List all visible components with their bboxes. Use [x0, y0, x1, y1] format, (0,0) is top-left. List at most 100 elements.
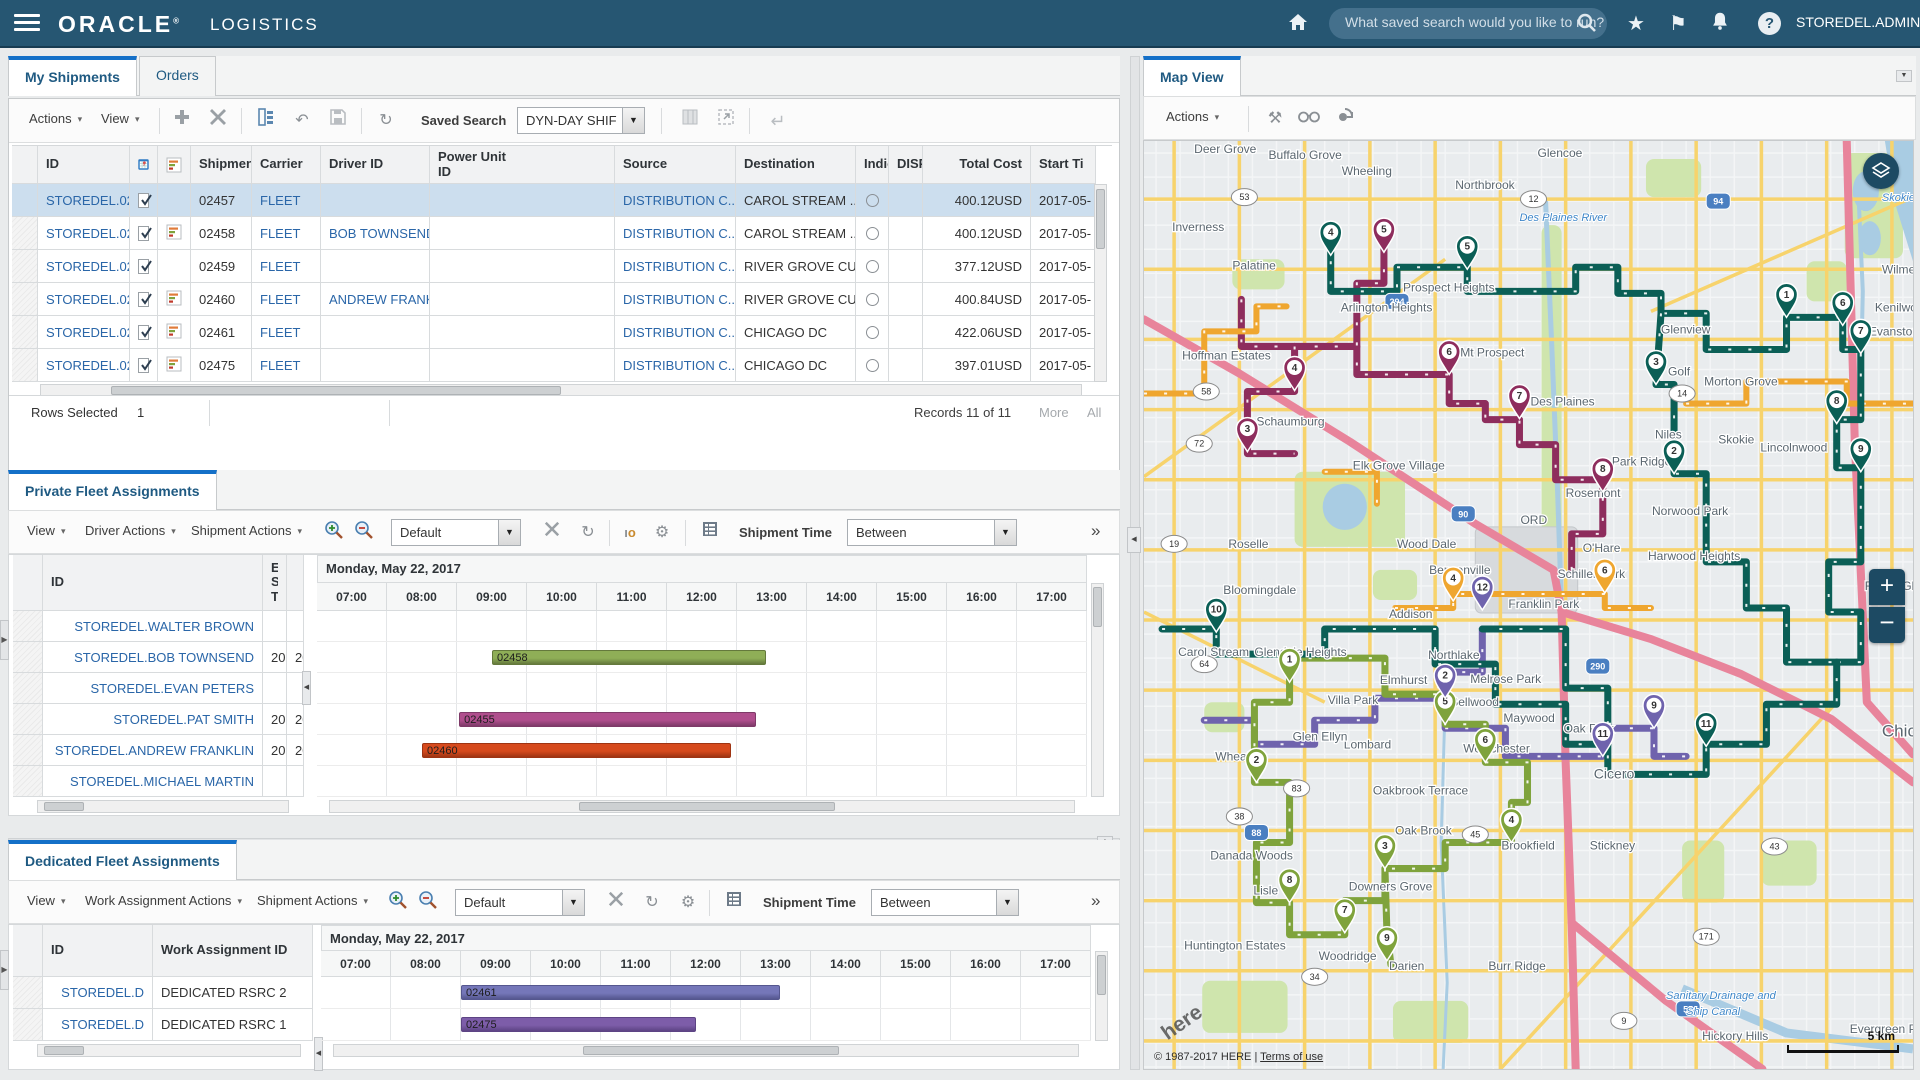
- map-checkbox[interactable]: [138, 258, 152, 274]
- delete-icon[interactable]: [205, 108, 231, 134]
- shipment-id-link[interactable]: STOREDEL.02...: [46, 324, 129, 340]
- map-actions-menu-button[interactable]: Actions: [1166, 109, 1219, 124]
- collapse-down-icon[interactable]: ▼: [1896, 70, 1912, 82]
- work-assignment-actions-menu-button[interactable]: Work Assignment Actions: [85, 893, 242, 908]
- driver-info-icon[interactable]: ıο: [624, 525, 636, 540]
- settings-gear-icon[interactable]: ⚙: [680, 894, 696, 911]
- scrollbar-thumb[interactable]: [44, 802, 84, 811]
- vertical-splitter[interactable]: ◀: [1127, 56, 1141, 1070]
- gantt-bar[interactable]: 02461: [461, 985, 780, 1000]
- indicator-icon[interactable]: [865, 292, 879, 306]
- map-stop-pin[interactable]: 8: [1590, 457, 1615, 494]
- resource-id-link[interactable]: STOREDEL.D: [61, 985, 144, 1000]
- shipment-id-link[interactable]: STOREDEL.02...: [46, 192, 129, 208]
- map-stop-pin[interactable]: 6: [1473, 727, 1498, 764]
- column-header[interactable]: ID: [38, 146, 130, 184]
- column-header[interactable]: Total Cost: [923, 146, 1031, 184]
- clear-icon[interactable]: [539, 520, 565, 546]
- gantt-view-icon[interactable]: [253, 108, 279, 134]
- map-checkbox[interactable]: [138, 324, 152, 340]
- table-cell-gutter[interactable]: [12, 316, 38, 349]
- tab-my-shipments[interactable]: My Shipments: [8, 56, 137, 96]
- resource-id-link[interactable]: STOREDEL.D: [61, 1017, 144, 1032]
- map-stop-pin[interactable]: 3: [1235, 416, 1260, 454]
- menu-icon[interactable]: [14, 14, 40, 34]
- column-header[interactable]: DISP: [889, 146, 923, 184]
- gantt-bar[interactable]: 02455: [459, 712, 756, 727]
- zoom-out-icon[interactable]: [351, 520, 377, 546]
- map-checkbox[interactable]: [138, 225, 152, 241]
- driver-actions-menu-button[interactable]: Driver Actions: [85, 523, 176, 538]
- notifications-bell-icon[interactable]: [1706, 10, 1734, 38]
- tab-orders[interactable]: Orders: [139, 56, 216, 96]
- gantt-bar[interactable]: 02458: [492, 650, 767, 665]
- save-icon[interactable]: [325, 108, 351, 134]
- shipment-id-link[interactable]: STOREDEL.02...: [46, 225, 129, 241]
- source-link[interactable]: DISTRIBUTION C...: [623, 357, 736, 373]
- map-layers-button[interactable]: [1863, 153, 1899, 189]
- scrollbar-thumb[interactable]: [111, 386, 561, 395]
- map-stop-pin[interactable]: 9: [1849, 436, 1873, 474]
- resource-id-link[interactable]: STOREDEL.ANDREW FRANKLIN: [54, 742, 254, 758]
- resource-id-link[interactable]: STOREDEL.PAT SMITH: [113, 711, 254, 727]
- scrollbar-thumb[interactable]: [1093, 587, 1102, 627]
- map-stop-pin[interactable]: 5: [1372, 217, 1396, 254]
- gantt-preset-select[interactable]: Default ▼: [391, 519, 521, 546]
- shipment-id-link[interactable]: STOREDEL.02...: [46, 258, 129, 274]
- map-stop-pin[interactable]: 7: [1332, 897, 1357, 935]
- horizontal-scrollbar[interactable]: [37, 800, 289, 813]
- shipment-chart-icon[interactable]: [166, 356, 182, 375]
- map-stop-pin[interactable]: 8: [1824, 388, 1849, 426]
- search-input[interactable]: What saved search would you like to run?: [1329, 8, 1607, 39]
- map-stop-pin[interactable]: 2: [1662, 438, 1686, 476]
- column-header[interactable]: Destination: [736, 146, 856, 184]
- add-icon[interactable]: [169, 108, 195, 134]
- collapse-left-icon[interactable]: ◀: [1127, 527, 1141, 553]
- table-view-icon[interactable]: [677, 108, 703, 134]
- terms-of-use-link[interactable]: Terms of use: [1260, 1051, 1324, 1063]
- chart-column-icon[interactable]: [158, 146, 191, 184]
- column-header[interactable]: Start Ti: [1031, 146, 1096, 184]
- settings-gear-icon[interactable]: ⚙: [654, 524, 670, 541]
- overflow-chevron-icon[interactable]: »: [1091, 891, 1101, 910]
- shipment-actions-menu-button[interactable]: Shipment Actions: [191, 523, 302, 538]
- map-stop-pin[interactable]: 3: [1644, 349, 1668, 386]
- indicator-icon[interactable]: [865, 193, 879, 207]
- resource-id-link[interactable]: STOREDEL.BOB TOWNSEND: [74, 649, 254, 665]
- home-icon[interactable]: [1284, 10, 1312, 38]
- driver-link[interactable]: ANDREW FRANKLIN: [329, 291, 429, 307]
- user-menu[interactable]: STOREDEL.ADMIN▼: [1796, 14, 1920, 30]
- source-link[interactable]: DISTRIBUTION C...: [623, 324, 736, 340]
- saved-search-select[interactable]: DYN-DAY SHIF ▼: [517, 107, 645, 134]
- driver-link[interactable]: BOB TOWNSEND: [329, 225, 430, 241]
- map-stop-pin[interactable]: 5: [1455, 234, 1480, 271]
- map-stop-pin[interactable]: 1: [1774, 282, 1799, 319]
- map-stop-pin[interactable]: 5: [1433, 689, 1457, 726]
- view-menu-button[interactable]: View: [27, 523, 65, 538]
- map-stop-pin[interactable]: 6: [1437, 339, 1461, 376]
- map-stop-pin[interactable]: 1: [1277, 647, 1302, 684]
- help-icon[interactable]: ?: [1758, 12, 1781, 35]
- column-header[interactable]: Driver ID: [321, 146, 430, 184]
- scrollbar-thumb[interactable]: [44, 1046, 84, 1055]
- undo-icon[interactable]: ↶: [295, 112, 309, 129]
- map-stop-pin[interactable]: 7: [1849, 318, 1873, 355]
- favorites-star-icon[interactable]: ★: [1627, 13, 1645, 35]
- flag-icon[interactable]: ⚑: [1669, 13, 1687, 35]
- gantt-bar[interactable]: 02475: [461, 1017, 696, 1032]
- column-header[interactable]: [12, 146, 38, 184]
- zoom-in-icon[interactable]: [321, 520, 347, 546]
- map-stop-pin[interactable]: 3: [1373, 833, 1397, 870]
- map-zoom-in-button[interactable]: +: [1869, 569, 1905, 605]
- refresh-icon[interactable]: ↻: [645, 894, 659, 911]
- carrier-link[interactable]: FLEET: [260, 225, 301, 241]
- map-stop-pin[interactable]: 4: [1282, 355, 1307, 392]
- search-icon[interactable]: [1576, 12, 1598, 34]
- tab-dedicated-fleet-assignments[interactable]: Dedicated Fleet Assignments: [8, 840, 237, 880]
- map-stop-pin[interactable]: 4: [1318, 220, 1343, 257]
- map-stop-pin[interactable]: 4: [1499, 807, 1524, 844]
- map-stop-pin[interactable]: 9: [1642, 693, 1666, 730]
- map-stop-pin[interactable]: 9: [1375, 926, 1399, 963]
- indicator-icon[interactable]: [865, 325, 879, 339]
- tab-map-view[interactable]: Map View: [1143, 56, 1241, 96]
